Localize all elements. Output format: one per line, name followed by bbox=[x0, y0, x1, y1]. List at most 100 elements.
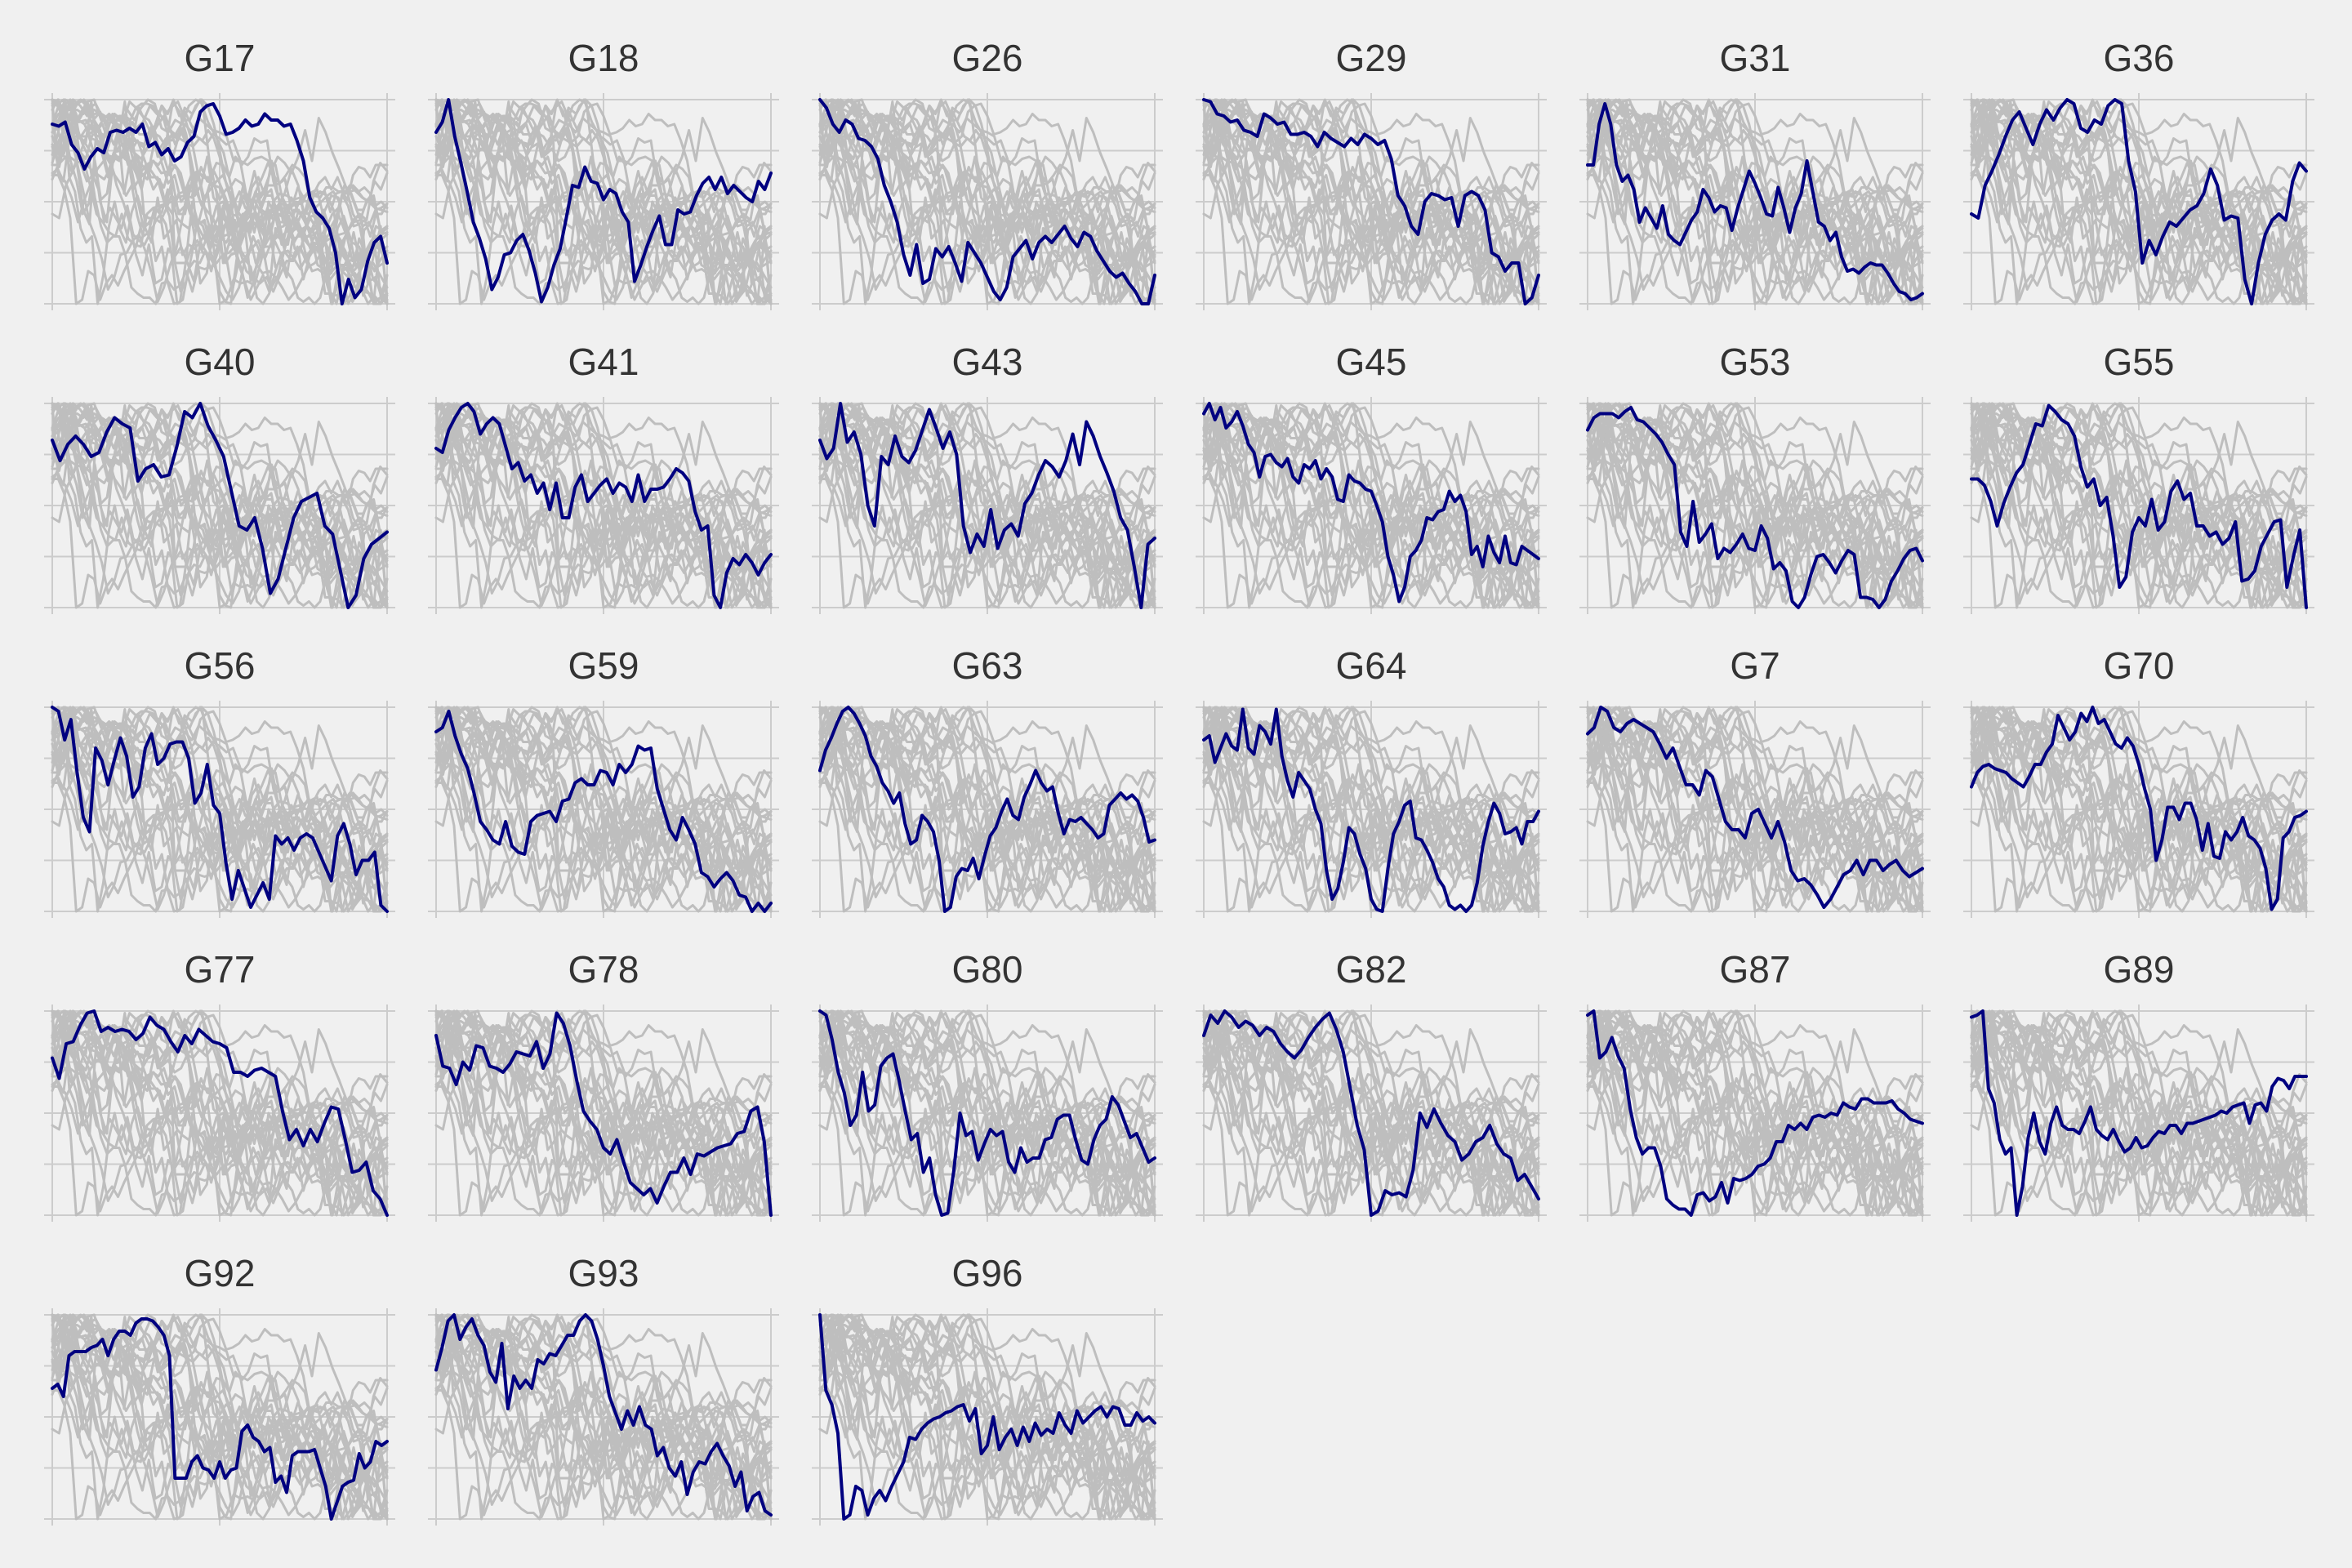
background-series-line bbox=[818, 1316, 1156, 1521]
panel-g29: G29 bbox=[1196, 37, 1547, 310]
background-series-line bbox=[1586, 706, 1924, 913]
background-series-line bbox=[51, 1013, 389, 1217]
background-series-line bbox=[1970, 402, 2308, 609]
panel-g89: G89 bbox=[1963, 948, 2314, 1222]
background-series-line bbox=[818, 98, 1156, 301]
background-series-line bbox=[434, 706, 773, 909]
background-series-line bbox=[434, 1313, 773, 1517]
background-series-line bbox=[818, 98, 1156, 305]
background-series-line bbox=[434, 1009, 773, 1217]
highlight-series-line bbox=[818, 1313, 1156, 1521]
background-series-line bbox=[1586, 1009, 1924, 1217]
panel-g36: G36 bbox=[1963, 37, 2314, 310]
background-series-line bbox=[434, 706, 773, 911]
panel-g87: G87 bbox=[1579, 948, 1931, 1222]
background-series-line bbox=[818, 98, 1156, 305]
background-series-line bbox=[1202, 102, 1540, 305]
background-series-line bbox=[1586, 402, 1924, 605]
panel-title: G17 bbox=[185, 37, 256, 79]
background-series-line bbox=[1970, 1013, 2308, 1217]
background-series-line bbox=[434, 1009, 773, 1217]
background-series-line bbox=[1586, 1009, 1924, 1214]
background-series-line bbox=[1202, 100, 1540, 305]
background-series-line bbox=[818, 1009, 1156, 1217]
background-series-line bbox=[1586, 98, 1924, 305]
background-series-line bbox=[818, 98, 1156, 305]
background-series-line bbox=[1970, 98, 2308, 301]
background-series-line bbox=[434, 98, 773, 305]
background-series-line bbox=[1202, 1013, 1540, 1217]
background-series-line bbox=[51, 406, 389, 609]
background-series-line bbox=[51, 1313, 389, 1517]
background-series-line bbox=[434, 402, 773, 609]
background-series-line bbox=[51, 1313, 389, 1517]
background-series-line bbox=[818, 706, 1156, 909]
background-series-line bbox=[1202, 1009, 1540, 1217]
panel-title: G96 bbox=[952, 1252, 1023, 1294]
background-series-line bbox=[1586, 1009, 1924, 1217]
highlight-series-line bbox=[1202, 402, 1540, 604]
highlight-series-line bbox=[1202, 98, 1540, 305]
background-series-line bbox=[1970, 1009, 2308, 1213]
background-series-line bbox=[1202, 402, 1540, 609]
highlight-series-line bbox=[818, 98, 1156, 305]
background-series-line bbox=[434, 406, 773, 609]
background-series-line bbox=[51, 1009, 389, 1217]
panel-g80: G80 bbox=[812, 948, 1163, 1222]
background-series-line bbox=[434, 708, 773, 913]
background-series-line bbox=[1586, 98, 1924, 301]
background-series-line bbox=[1586, 98, 1924, 305]
background-series-line bbox=[51, 404, 389, 609]
panel-title: G93 bbox=[568, 1252, 639, 1294]
background-series-line bbox=[1586, 706, 1924, 909]
background-series-line bbox=[434, 1313, 773, 1518]
background-series-line bbox=[1202, 404, 1540, 609]
panel-g63: G63 bbox=[812, 644, 1163, 918]
background-series-line bbox=[51, 98, 389, 305]
background-series-line bbox=[818, 402, 1156, 607]
background-series-line bbox=[818, 706, 1156, 913]
background-series-line bbox=[51, 1009, 389, 1214]
background-series-line bbox=[1202, 402, 1540, 609]
background-series-line bbox=[818, 102, 1156, 305]
background-series-line bbox=[1202, 402, 1540, 609]
highlight-series-line bbox=[434, 1011, 773, 1217]
highlight-series-line bbox=[1970, 98, 2308, 305]
panel-title: G26 bbox=[952, 37, 1023, 79]
panel-g7: G7 bbox=[1579, 644, 1931, 918]
background-series-line bbox=[818, 406, 1156, 609]
background-series-line bbox=[1586, 1009, 1924, 1213]
background-series-line bbox=[1586, 102, 1924, 305]
background-series-line bbox=[818, 1313, 1156, 1521]
background-series-line bbox=[51, 706, 389, 909]
background-series-line bbox=[818, 710, 1156, 913]
background-series-line bbox=[818, 404, 1156, 609]
panel-title: G92 bbox=[185, 1252, 256, 1294]
background-series-line bbox=[818, 402, 1156, 605]
background-series-line bbox=[1970, 706, 2308, 913]
background-series-line bbox=[434, 98, 773, 301]
background-series-line bbox=[1586, 100, 1924, 305]
background-series-line bbox=[1202, 98, 1540, 305]
background-series-line bbox=[1586, 404, 1924, 609]
background-series-line bbox=[818, 1009, 1156, 1213]
background-series-line bbox=[434, 1009, 773, 1217]
background-series-line bbox=[51, 98, 389, 303]
panel-g70: G70 bbox=[1963, 644, 2314, 918]
panel-title: G87 bbox=[1720, 948, 1791, 991]
background-series-line bbox=[51, 1009, 389, 1217]
highlight-series-line bbox=[1970, 403, 2308, 609]
background-series-line bbox=[818, 706, 1156, 913]
background-series-line bbox=[1202, 706, 1540, 913]
panel-g17: G17 bbox=[44, 37, 395, 310]
background-series-line bbox=[1202, 1009, 1540, 1214]
background-series-line bbox=[818, 98, 1156, 305]
panel-title: G63 bbox=[952, 644, 1023, 687]
highlight-series-line bbox=[51, 706, 389, 913]
background-series-line bbox=[1586, 98, 1924, 305]
background-series-line bbox=[1202, 98, 1540, 303]
background-series-line bbox=[434, 1013, 773, 1217]
highlight-series-line bbox=[1970, 706, 2308, 911]
background-series-line bbox=[818, 1317, 1156, 1521]
background-series-line bbox=[434, 706, 773, 913]
